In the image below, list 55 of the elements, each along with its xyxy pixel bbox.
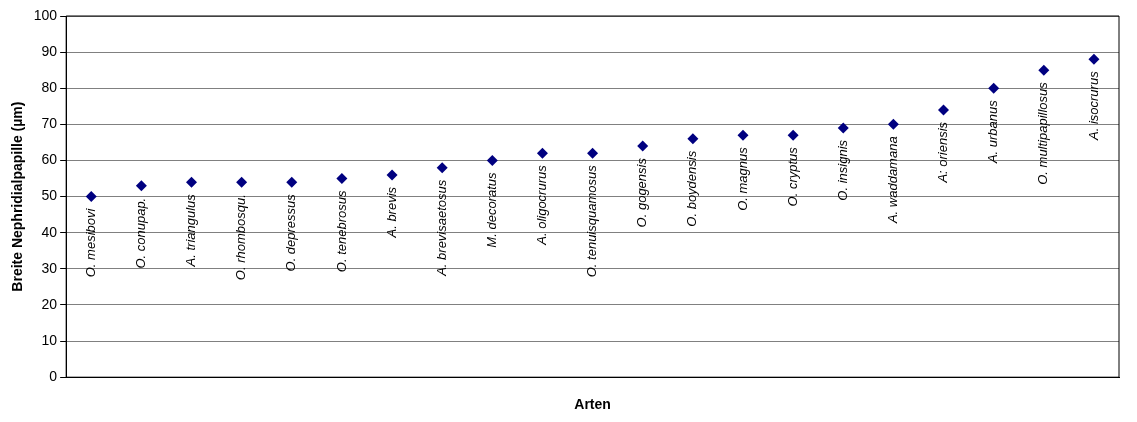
point: [938, 104, 950, 116]
x-tick-label: A. oligocrurus: [534, 164, 550, 246]
point: [737, 129, 749, 141]
x-tick-label: A: oriensis: [935, 121, 951, 184]
x-tick-label: M. decoratus: [483, 171, 499, 248]
x-tick-label: O. magnus: [734, 146, 750, 211]
x-tick-label: A. urbanus: [985, 99, 1001, 165]
x-tick-label: A. triangulus: [183, 193, 199, 268]
point: [587, 147, 599, 159]
y-tick-label: 10: [41, 331, 58, 348]
point: [787, 129, 799, 141]
point: [988, 82, 1000, 94]
y-tick-label: 100: [33, 6, 58, 23]
x-axis-title: Arten: [574, 396, 611, 413]
x-tick-label: O. insignis: [834, 139, 850, 201]
x-tick-label: A. waddamana: [885, 136, 900, 225]
x-tick-label: O. rhombosqu.: [233, 194, 249, 281]
point: [687, 133, 699, 145]
x-tick-label: O. gogensis: [634, 157, 650, 228]
y-tick-label: 0: [49, 368, 58, 385]
x-tick-label: O. mesibovi: [82, 207, 98, 278]
y-tick-label: 80: [41, 79, 58, 96]
point: [286, 176, 298, 188]
x-tick-label: A. brevis: [383, 186, 399, 239]
point: [186, 176, 197, 188]
point: [486, 154, 498, 166]
x-tick-label: A. brevisaetosus: [433, 179, 449, 277]
point: [887, 118, 899, 130]
y-tick-label: 90: [41, 42, 58, 59]
y-tick-label: 40: [41, 223, 58, 240]
point: [536, 147, 548, 159]
point: [85, 191, 97, 203]
point: [1038, 64, 1050, 76]
y-axis-title: Breite Nephridialpapille (µm): [9, 101, 26, 292]
point: [637, 140, 649, 152]
x-tick-label: A. isocrurus: [1085, 70, 1101, 141]
y-tick-label: 50: [41, 187, 58, 204]
x-tick-label: O. cryptus: [784, 146, 800, 207]
point: [436, 162, 448, 174]
point: [1088, 53, 1100, 65]
y-tick-label: 70: [41, 115, 58, 132]
x-tick-label: O. conupap.: [132, 197, 148, 269]
y-tick-label: 20: [41, 295, 58, 312]
x-tick-label: O. multipapillosus: [1035, 81, 1051, 185]
point: [386, 169, 398, 181]
x-tick-label: O. tenebrosus: [333, 190, 349, 273]
point: [336, 173, 348, 185]
y-tick-label: 30: [41, 259, 58, 276]
point: [236, 176, 248, 188]
x-tick-label: O. boydensis: [684, 150, 700, 227]
y-tick-label: 60: [41, 151, 58, 168]
point: [837, 122, 849, 134]
x-tick-label: O. tenuisquamosus: [584, 164, 600, 278]
point: [135, 180, 147, 192]
x-tick-label: O. depressus: [283, 193, 299, 272]
